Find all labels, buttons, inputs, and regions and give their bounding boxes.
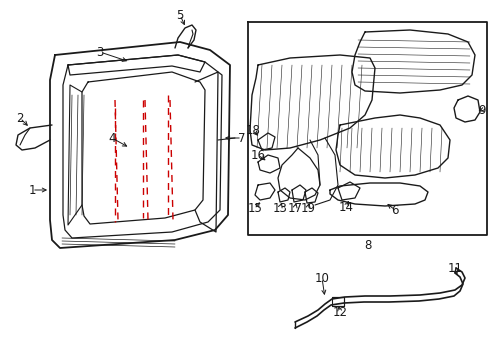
Text: 3: 3 [96, 45, 103, 59]
Text: 5: 5 [176, 9, 183, 22]
Text: 17: 17 [287, 202, 302, 215]
Text: 11: 11 [447, 261, 462, 274]
Text: 2: 2 [16, 112, 24, 125]
Text: 1: 1 [28, 184, 36, 197]
Text: 16: 16 [250, 149, 265, 162]
Text: 13: 13 [272, 202, 287, 215]
Text: 4: 4 [108, 131, 116, 144]
Text: 8: 8 [364, 239, 371, 252]
Text: 10: 10 [314, 271, 329, 284]
Text: 14: 14 [338, 201, 353, 213]
Bar [331, 297, 343, 306]
Text: 15: 15 [247, 202, 262, 215]
Text: 19: 19 [300, 202, 315, 215]
Text: 18: 18 [245, 123, 260, 136]
Text: 7: 7 [238, 131, 245, 144]
Text: 9: 9 [477, 104, 485, 117]
Text: 12: 12 [332, 306, 347, 319]
Text: 6: 6 [390, 203, 398, 216]
